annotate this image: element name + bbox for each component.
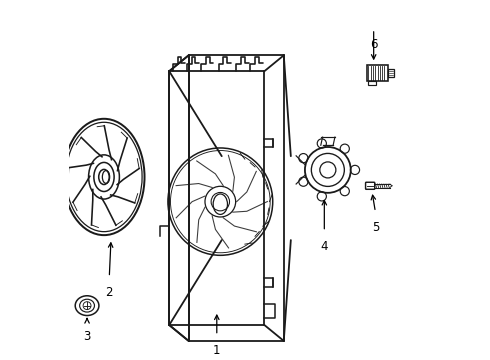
Text: 2: 2 — [105, 286, 113, 299]
Bar — [367, 65, 388, 81]
Bar — [368, 81, 376, 85]
Text: 1: 1 — [213, 345, 220, 357]
Bar — [388, 69, 394, 77]
Text: 6: 6 — [370, 38, 377, 51]
Text: 3: 3 — [83, 330, 91, 343]
Text: 5: 5 — [372, 221, 379, 234]
Text: 4: 4 — [320, 240, 328, 253]
